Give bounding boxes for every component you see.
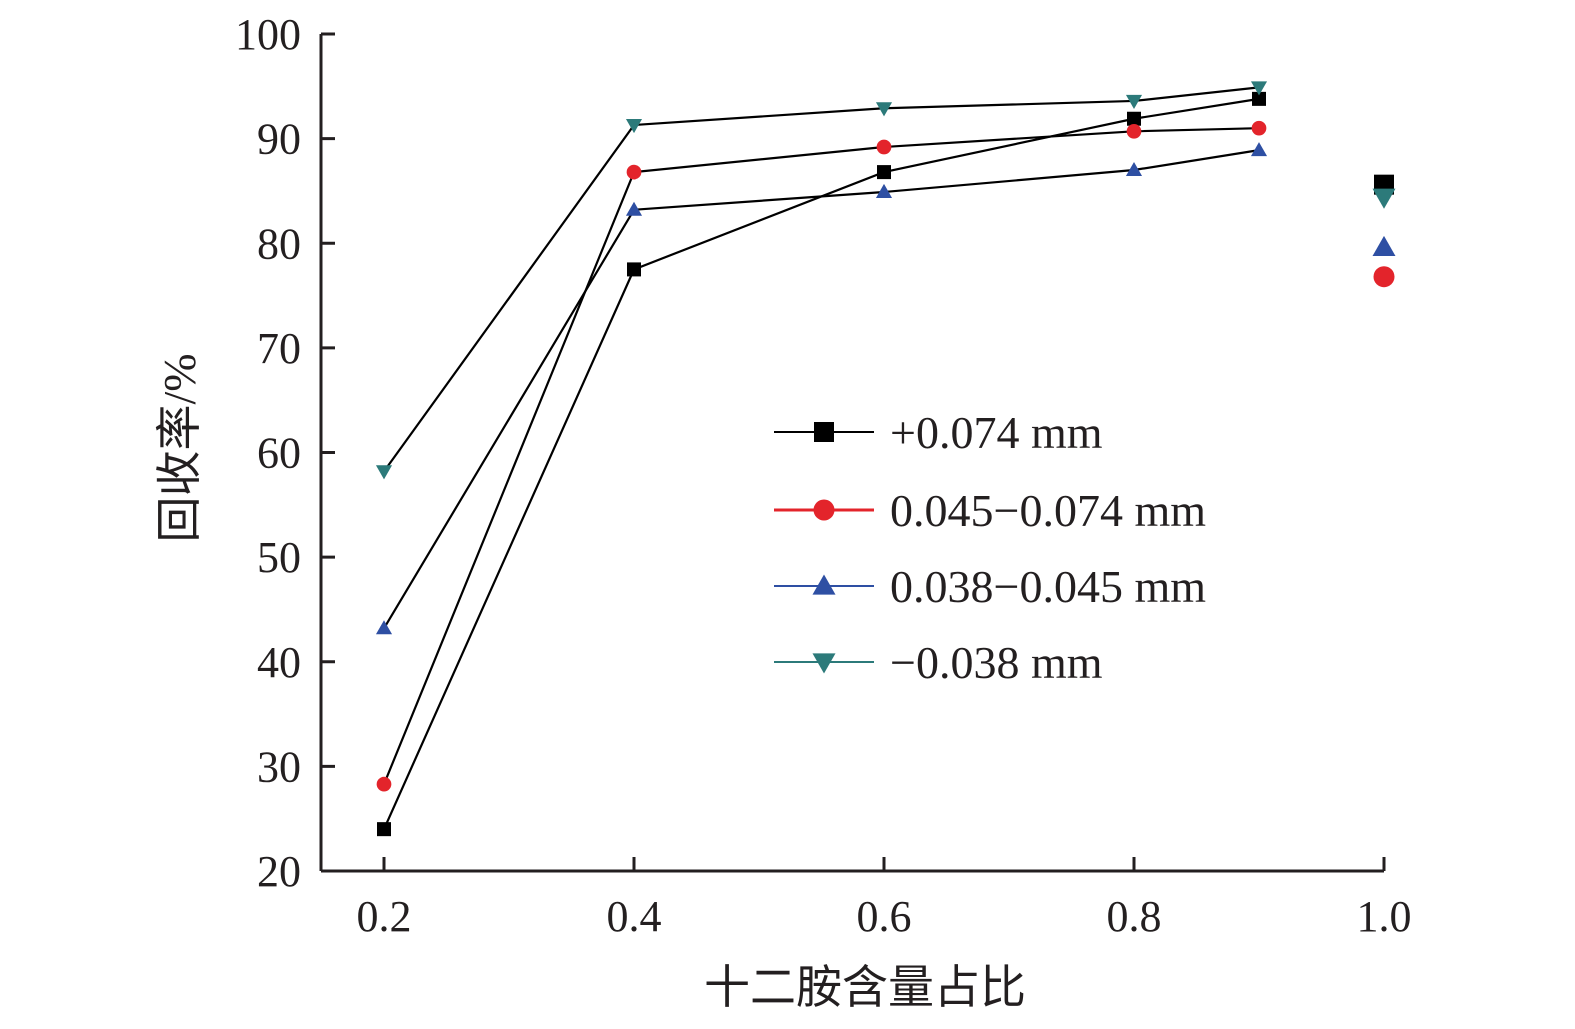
y-tick-label: 60 [257, 429, 301, 478]
x-tick-label: 0.2 [357, 892, 412, 941]
legend-marker [812, 574, 836, 595]
data-point-marker [877, 165, 891, 180]
data-point-marker [375, 620, 393, 635]
x-axis-title: 十二胺含量占比 [704, 962, 1026, 1013]
data-point-marker [1250, 81, 1268, 96]
y-tick-label: 90 [257, 115, 301, 164]
data-point-marker [375, 465, 393, 480]
data-point-marker [626, 164, 642, 180]
data-point-marker [1126, 123, 1142, 139]
series-line [383, 86, 1260, 472]
data-point-marker [875, 183, 893, 199]
data-point-marker [1372, 188, 1396, 209]
data-point-marker [627, 262, 641, 277]
data-point-marker [377, 822, 391, 837]
x-tick-label: 1.0 [1357, 892, 1412, 941]
legend-label: 0.038−0.045 mm [890, 561, 1206, 612]
x-tick-label: 0.8 [1107, 892, 1162, 941]
data-point-marker [1251, 120, 1267, 136]
y-axis-title: 回收率/% [154, 353, 205, 542]
y-tick-label: 70 [257, 324, 301, 373]
legend-label: −0.038 mm [890, 637, 1103, 688]
y-tick-label: 20 [257, 847, 301, 896]
legend-label: 0.045−0.074 mm [890, 485, 1206, 536]
series-line [383, 149, 1260, 629]
x-tick-label: 0.6 [857, 892, 912, 941]
y-tick-label: 80 [257, 219, 301, 268]
legend-marker [812, 653, 836, 674]
legend-marker [813, 499, 835, 521]
y-tick-label: 100 [235, 10, 301, 59]
data-point-marker [1252, 91, 1266, 106]
data-point-marker [1125, 161, 1143, 177]
axes: 20 30 40 50 60 70 80 90 100 0.2 0.4 0.6 0.8 1.0 [235, 10, 1412, 941]
series-markers [375, 81, 1396, 837]
x-tick-label: 0.4 [607, 892, 662, 941]
data-point-marker [1125, 94, 1143, 110]
legend: +0.074 mm 0.045−0.074 mm 0.038−0.045 mm −0.… [774, 407, 1206, 688]
data-point-marker [376, 776, 392, 792]
data-point-marker [1373, 266, 1395, 288]
data-point-marker [1250, 142, 1268, 157]
legend-label: +0.074 mm [890, 407, 1103, 458]
data-point-marker [875, 102, 893, 117]
data-point-marker [625, 201, 643, 216]
y-tick-label: 40 [257, 638, 301, 687]
y-tick-label: 30 [257, 742, 301, 791]
data-point-marker [876, 139, 892, 155]
series-lines [382, 86, 1260, 830]
data-point-marker [1127, 111, 1141, 126]
data-point-marker [1372, 235, 1396, 257]
legend-marker [814, 422, 834, 442]
series-line [382, 127, 1260, 785]
data-point-marker [625, 118, 643, 134]
y-tick-label: 50 [257, 533, 301, 582]
